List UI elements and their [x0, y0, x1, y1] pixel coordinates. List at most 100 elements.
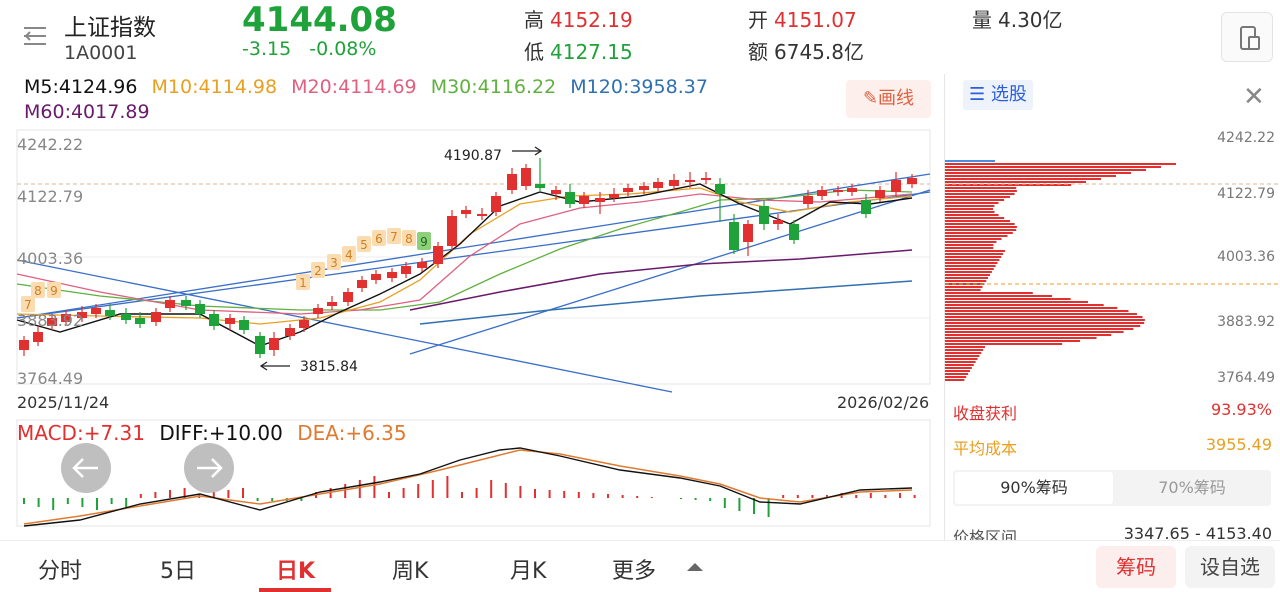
- list-icon: ☰: [969, 84, 986, 105]
- high-mark-label: 4190.87: [444, 148, 502, 164]
- candle-body: [135, 318, 145, 324]
- tab-daily-k[interactable]: 日K: [276, 559, 316, 584]
- candle-body: [313, 308, 323, 314]
- candle-body: [181, 300, 191, 306]
- chip-bar: [945, 319, 1145, 321]
- candle-body: [743, 224, 753, 242]
- chip-bar: [945, 301, 1088, 303]
- candle-body: [685, 180, 695, 182]
- select-stock-button[interactable]: ☰ 选股: [963, 80, 1033, 110]
- tab-90-chip[interactable]: 90%筹码: [955, 472, 1113, 504]
- caret-up-icon[interactable]: [686, 561, 704, 573]
- chip-bar: [945, 205, 995, 207]
- td-count-badge: [327, 254, 341, 270]
- price-axis-label: 4242.22: [17, 135, 83, 154]
- chip-distribution-panel: ☰ 选股 ✕ 4242.22 4122.79 4003.36 3883.92 3…: [944, 74, 1280, 540]
- chip-bar: [945, 235, 1008, 237]
- candle-body: [151, 312, 161, 322]
- chip-bar: [945, 247, 994, 249]
- chip-bar: [945, 271, 992, 273]
- range-label: 价格区间: [953, 528, 1018, 540]
- td-count-label: 1: [299, 276, 307, 290]
- ma20-curve: [16, 193, 913, 315]
- chip-button[interactable]: 筹码: [1096, 546, 1176, 588]
- add-watchlist-button[interactable]: 设自选: [1185, 546, 1275, 588]
- price-axis-label: 3883.92: [17, 311, 83, 330]
- chip-bars: [945, 160, 1176, 381]
- chip-bar: [945, 280, 987, 282]
- chip-bar: [945, 166, 1161, 168]
- tab-intraday[interactable]: 分时: [38, 559, 83, 584]
- tab-5day[interactable]: 5日: [160, 559, 196, 584]
- ma120-curve: [419, 280, 913, 325]
- tab-70-chip[interactable]: 70%筹码: [1158, 478, 1226, 497]
- chip-bar: [945, 274, 990, 276]
- ma30-curve: [16, 189, 913, 311]
- td-count-label: 2: [314, 264, 322, 278]
- chip-bar: [945, 286, 983, 288]
- ma120-label: M120:3958.37: [570, 76, 708, 98]
- scroll-right-button[interactable]: [184, 443, 234, 493]
- macd-frame: [16, 419, 931, 527]
- candle-body: [491, 196, 501, 212]
- ma60-curve: [409, 249, 913, 311]
- chip-bar: [945, 349, 984, 351]
- menu-icon[interactable]: [22, 24, 48, 48]
- chip-bar: [945, 331, 1124, 333]
- chip-bar: [945, 202, 999, 204]
- td-count-label: 3: [330, 256, 338, 270]
- chip-axis-label: 3764.49: [1217, 370, 1275, 386]
- td-count-badge: [402, 230, 416, 246]
- trend-line: [16, 259, 673, 393]
- tab-monthly-k[interactable]: 月K: [510, 559, 547, 584]
- chip-bar: [945, 238, 1002, 240]
- chip-distribution-chart: 4242.22 4122.79 4003.36 3883.92 3764.49: [945, 130, 1280, 386]
- scroll-left-button[interactable]: [61, 443, 111, 493]
- candle-body: [77, 312, 87, 318]
- candle-body: [891, 180, 901, 192]
- draw-line-button[interactable]: ✎画线: [846, 80, 931, 118]
- tab-weekly-k[interactable]: 周K: [392, 559, 429, 584]
- candle-body: [477, 214, 487, 216]
- close-icon[interactable]: ✕: [1243, 82, 1265, 112]
- candle-body: [61, 314, 71, 322]
- candle-body: [371, 274, 381, 280]
- candle-body: [773, 220, 783, 224]
- chip-bar: [945, 316, 1143, 318]
- ma30-label: M30:4116.22: [430, 76, 557, 98]
- phone-rotate-icon: [1240, 26, 1260, 50]
- candle-body: [285, 328, 295, 336]
- chip-bar: [945, 343, 1063, 345]
- candle-body: [729, 222, 739, 250]
- chip-bar: [945, 358, 978, 360]
- cost-label: 平均成本: [953, 439, 1018, 458]
- chip-bar: [945, 340, 1081, 342]
- low-value: 4127.15: [550, 40, 633, 64]
- amount-label: 额: [748, 40, 768, 64]
- arrow-left-icon: [259, 361, 268, 371]
- index-name: 上证指数: [64, 15, 156, 41]
- chip-bar: [945, 313, 1137, 315]
- chip-bar: [945, 355, 980, 357]
- candle-body: [33, 332, 43, 342]
- diff-curve: [23, 447, 913, 527]
- chip-bar: [945, 232, 1013, 234]
- chip-bar: [945, 253, 1004, 255]
- ma5-label: M5:4124.96: [24, 76, 138, 98]
- chip-axis-label: 4122.79: [1217, 186, 1275, 202]
- select-stock-label: 选股: [990, 84, 1027, 105]
- chip-bar: [945, 193, 1015, 195]
- candle-body: [579, 196, 589, 204]
- td-count-badge: [357, 236, 371, 252]
- low-label: 低: [524, 40, 544, 64]
- tab-more[interactable]: 更多: [612, 559, 657, 584]
- landscape-toggle-button[interactable]: [1221, 12, 1273, 62]
- trend-line: [16, 191, 931, 319]
- td-count-badge: [417, 232, 431, 250]
- candle-body: [521, 168, 531, 186]
- candle-body: [299, 320, 309, 328]
- chip-bar: [945, 172, 1131, 174]
- macd-legend: MACD:+7.31 DIFF:+10.00 DEA:+6.35: [17, 421, 407, 445]
- volume-value: 4.30亿: [998, 8, 1063, 32]
